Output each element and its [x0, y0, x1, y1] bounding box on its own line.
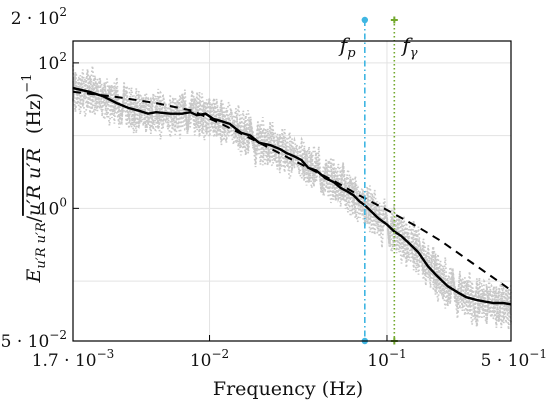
- vline-marker: [390, 16, 398, 24]
- x-tick-label: 10−2: [190, 347, 229, 371]
- gray-spectrum-line: [72, 65, 512, 330]
- x-axis-label: Frequency (Hz): [213, 378, 363, 400]
- y-label-unit: (Hz): [23, 93, 45, 134]
- y-label-overline: u′R u′R: [23, 148, 45, 216]
- x-tick-label: 10−1: [367, 347, 406, 371]
- grid-lines: [73, 41, 511, 341]
- plot-frame: [72, 40, 512, 342]
- mean-spectrum-line: [72, 86, 512, 306]
- x-tick-label: 1.7 · 10−3: [32, 347, 115, 371]
- vline-label-γ: fγ: [400, 33, 417, 61]
- y-label-main: E: [23, 268, 45, 283]
- gray-spectrum-line: [72, 75, 512, 328]
- gray-spectrum-line: [72, 65, 512, 325]
- y-tick-label: 100: [38, 195, 67, 219]
- svg-text:Eu′R u′R/u′R u′R(Hz)−1: Eu′R u′R/u′R u′R (Hz)−1: [20, 74, 49, 284]
- model-spectrum-line: [72, 90, 512, 292]
- y-label-unit-exp: −1: [20, 74, 35, 93]
- vline-label-p: fp: [338, 33, 356, 61]
- gray-spectrum-line: [72, 68, 512, 326]
- individual-spectra: [72, 65, 512, 330]
- vline-marker: [361, 16, 369, 24]
- axis-ticks: 1.7 · 10−3 10−2 10−1 5 · 10−1 2 · 102 102 100 1…: [0, 5, 547, 371]
- y-label-divider: /: [23, 215, 45, 222]
- y-label-sub: u′R u′R: [34, 222, 49, 269]
- series-lines: [72, 86, 512, 306]
- x-tick-label: 5 · 10−1: [481, 347, 547, 371]
- y-axis-label: Eu′R u′R/u′R u′R (Hz)−1: [20, 74, 49, 284]
- y-tick-label: 1.5 · 10−2: [0, 328, 67, 352]
- y-tick-label: 102: [38, 50, 67, 74]
- y-tick-label: 2 · 102: [11, 5, 67, 29]
